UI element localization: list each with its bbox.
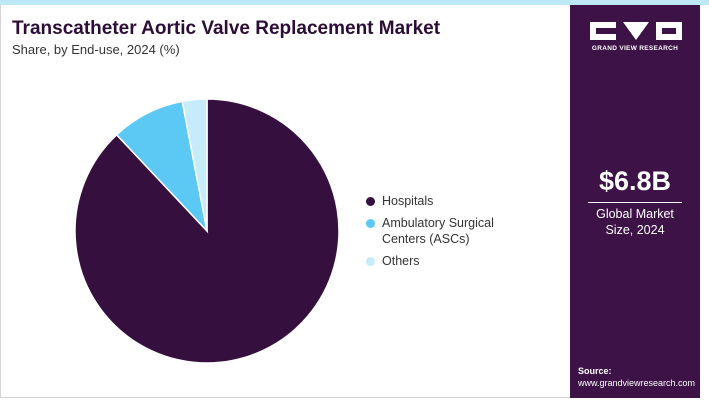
legend-label: Ambulatory Surgical Centers (ASCs): [382, 216, 494, 246]
top-bar: [0, 0, 709, 5]
legend-label: Others: [382, 254, 420, 268]
legend-item: Ambulatory Surgical Centers (ASCs): [366, 215, 516, 247]
pie-slice: [181, 98, 208, 232]
chart-subtitle: Share, by End-use, 2024 (%): [12, 42, 180, 57]
legend-item: Hospitals: [366, 193, 516, 209]
source-label: Source:: [578, 366, 612, 376]
market-size-value: $6.8B: [598, 166, 672, 196]
market-size-caption: Global Market Size, 2024: [596, 207, 674, 237]
brand-name: GRAND VIEW RESEARCH: [591, 45, 679, 52]
pie-chart: [74, 98, 340, 364]
legend-swatch: [366, 257, 375, 266]
legend-swatch: [366, 197, 375, 206]
chart-title: Transcatheter Aortic Valve Replacement M…: [12, 18, 441, 39]
legend-label: Hospitals: [382, 194, 434, 208]
side-panel: [570, 5, 700, 398]
legend-item: Others: [366, 253, 516, 269]
legend-swatch: [366, 219, 375, 228]
divider: [588, 202, 682, 203]
source-url: www.grandviewresearch.com: [578, 378, 696, 388]
logo: [590, 22, 682, 40]
